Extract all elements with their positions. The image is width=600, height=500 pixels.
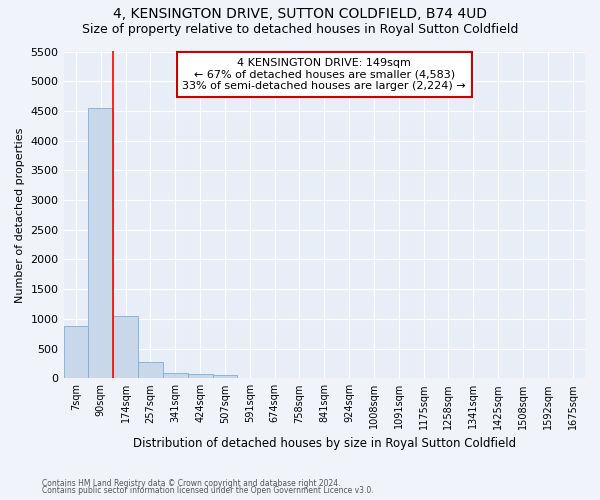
Text: Contains HM Land Registry data © Crown copyright and database right 2024.: Contains HM Land Registry data © Crown c…: [42, 478, 341, 488]
Bar: [113, 316, 138, 378]
Text: 4, KENSINGTON DRIVE, SUTTON COLDFIELD, B74 4UD: 4, KENSINGTON DRIVE, SUTTON COLDFIELD, B…: [113, 8, 487, 22]
Bar: [88, 108, 113, 378]
X-axis label: Distribution of detached houses by size in Royal Sutton Coldfield: Distribution of detached houses by size …: [133, 437, 516, 450]
Bar: [64, 326, 88, 378]
Text: 4 KENSINGTON DRIVE: 149sqm
← 67% of detached houses are smaller (4,583)
33% of s: 4 KENSINGTON DRIVE: 149sqm ← 67% of deta…: [182, 58, 466, 91]
Bar: [163, 373, 188, 378]
Bar: [188, 374, 212, 378]
Y-axis label: Number of detached properties: Number of detached properties: [15, 127, 25, 302]
Text: Contains public sector information licensed under the Open Government Licence v3: Contains public sector information licen…: [42, 486, 374, 495]
Text: Size of property relative to detached houses in Royal Sutton Coldfield: Size of property relative to detached ho…: [82, 22, 518, 36]
Bar: [212, 376, 238, 378]
Bar: [138, 362, 163, 378]
